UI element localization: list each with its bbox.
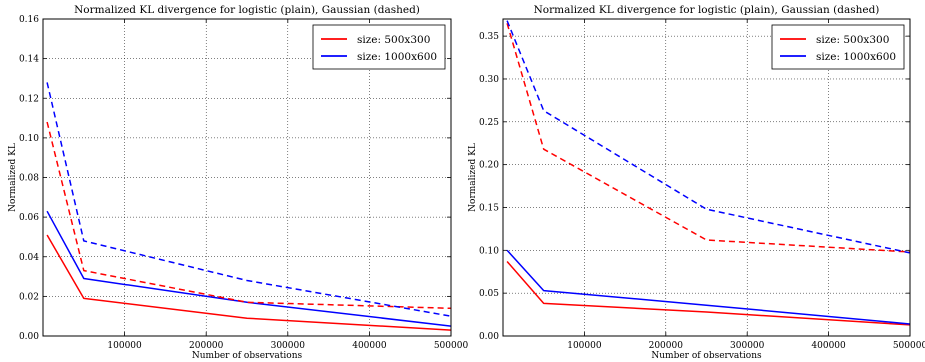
y-tick-label: 0.06	[19, 213, 39, 223]
x-tick-label: 300000	[730, 341, 765, 351]
x-tick-label: 200000	[189, 341, 224, 351]
x-tick-label: 400000	[352, 341, 387, 351]
y-tick-label: 0.00	[19, 332, 39, 342]
y-axis-label: Normalized KL	[468, 143, 478, 212]
chart-panel-2: 100000 200000 300000 400000 500000 0.00 0.05 0.…	[468, 4, 925, 361]
chart-title: Normalized KL divergence for logistic (p…	[74, 4, 420, 16]
x-tick-label: 500000	[434, 341, 469, 351]
legend: size: 500x300 size: 1000x600	[312, 24, 446, 70]
y-tick-label: 0.04	[19, 253, 39, 263]
series-line-gaussian-blue	[46, 82, 451, 317]
legend: size: 500x300 size: 1000x600	[771, 24, 905, 70]
y-tick-label: 0.15	[479, 203, 499, 213]
series-line-logistic-blue	[46, 210, 451, 327]
y-tick-label: 0.20	[479, 161, 499, 171]
chart-panel-1: 100000 200000 300000 400000 500000 0.00 0.02 0.…	[8, 4, 468, 361]
y-tick-label: 0.16	[19, 15, 39, 25]
legend-label: size: 500x300	[357, 34, 430, 46]
plot-frame	[502, 18, 911, 337]
x-tick-label: 200000	[649, 341, 684, 351]
series-line-gaussian-blue	[506, 20, 910, 254]
y-tick-label: 0.05	[479, 289, 499, 299]
legend-label: size: 1000x600	[816, 51, 896, 63]
y-tick-label: 0.14	[19, 55, 39, 65]
y-tick-label: 0.10	[479, 246, 499, 256]
y-tick-label: 0.12	[19, 94, 39, 104]
legend-label: size: 500x300	[816, 34, 889, 46]
x-tick-label: 400000	[811, 341, 846, 351]
y-tick-label: 0.02	[19, 292, 39, 302]
series-line-logistic-red	[46, 234, 451, 331]
series-line-gaussian-red	[506, 23, 910, 253]
chart-title: Normalized KL divergence for logistic (p…	[534, 4, 880, 16]
y-tick-label: 0.00	[479, 332, 499, 342]
legend-box	[312, 24, 446, 70]
x-tick-label: 100000	[107, 341, 142, 351]
x-axis-label: Number of observations	[192, 351, 303, 361]
y-tick-label: 0.25	[479, 118, 499, 128]
y-tick-label: 0.30	[479, 75, 499, 85]
x-tick-label: 300000	[271, 341, 306, 351]
y-tick-label: 0.10	[19, 134, 39, 144]
y-tick-label: 0.35	[479, 32, 499, 42]
series-line-logistic-blue	[506, 249, 910, 325]
series-line-logistic-red	[506, 261, 910, 326]
x-tick-label: 100000	[567, 341, 602, 351]
x-axis-label: Number of observations	[651, 351, 762, 361]
y-axis-label: Normalized KL	[8, 143, 18, 212]
y-tick-label: 0.08	[19, 174, 39, 184]
x-tick-label: 500000	[893, 341, 925, 351]
legend-box	[771, 24, 905, 70]
series-line-gaussian-red	[46, 121, 451, 310]
legend-label: size: 1000x600	[357, 51, 437, 63]
